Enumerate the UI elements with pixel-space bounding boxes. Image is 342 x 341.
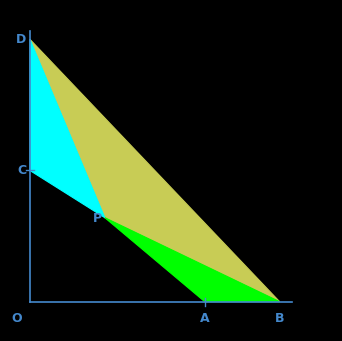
Text: O: O [12, 312, 23, 325]
Polygon shape [105, 218, 280, 302]
Text: B: B [275, 312, 284, 325]
Text: C: C [17, 164, 26, 177]
Polygon shape [30, 39, 280, 302]
Text: A: A [200, 312, 210, 325]
Text: D: D [16, 33, 26, 46]
Text: P: P [93, 212, 102, 225]
Polygon shape [30, 39, 105, 218]
